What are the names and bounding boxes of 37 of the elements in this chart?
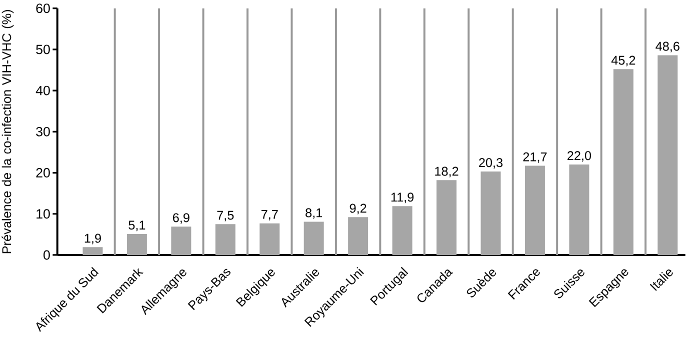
data-label: 7,7 — [261, 210, 278, 220]
bar — [524, 166, 545, 255]
y-tick-label: 40 — [36, 86, 50, 96]
bar — [348, 217, 368, 255]
bar — [171, 226, 192, 255]
y-tick-label: 0 — [44, 250, 50, 260]
data-label: 8,1 — [306, 208, 322, 219]
bar — [569, 164, 590, 255]
y-tick-label: 10 — [36, 209, 50, 219]
y-tick-label: 20 — [36, 168, 50, 178]
x-tick-label: Italie — [650, 270, 673, 291]
data-label: 5,1 — [128, 220, 146, 232]
bar — [658, 55, 678, 255]
data-label: 7,5 — [217, 210, 234, 222]
bar — [82, 247, 103, 255]
data-label: 6,9 — [173, 213, 190, 224]
bar — [260, 223, 280, 255]
bar — [392, 206, 412, 255]
data-label: 18,2 — [435, 166, 458, 178]
data-label: 45,2 — [611, 56, 636, 66]
data-label: 48,6 — [656, 42, 680, 52]
bar — [215, 224, 236, 255]
y-tick-label: 50 — [36, 44, 50, 54]
data-label: 22,0 — [567, 151, 592, 162]
data-label: 11,9 — [391, 192, 414, 204]
data-label: 9,2 — [350, 204, 366, 214]
data-label: 21,7 — [523, 152, 547, 163]
bar — [126, 234, 147, 255]
y-tick-label: 30 — [36, 126, 50, 136]
y-axis-title: Prévalence de la co-infection VIH-VHC (%) — [2, 10, 14, 254]
data-label: 20,3 — [479, 158, 503, 169]
data-label: 1,9 — [84, 234, 101, 244]
bar — [436, 180, 457, 255]
bar — [613, 69, 634, 255]
bar — [480, 172, 501, 255]
bar — [304, 222, 324, 255]
y-tick-label: 60 — [36, 4, 50, 14]
